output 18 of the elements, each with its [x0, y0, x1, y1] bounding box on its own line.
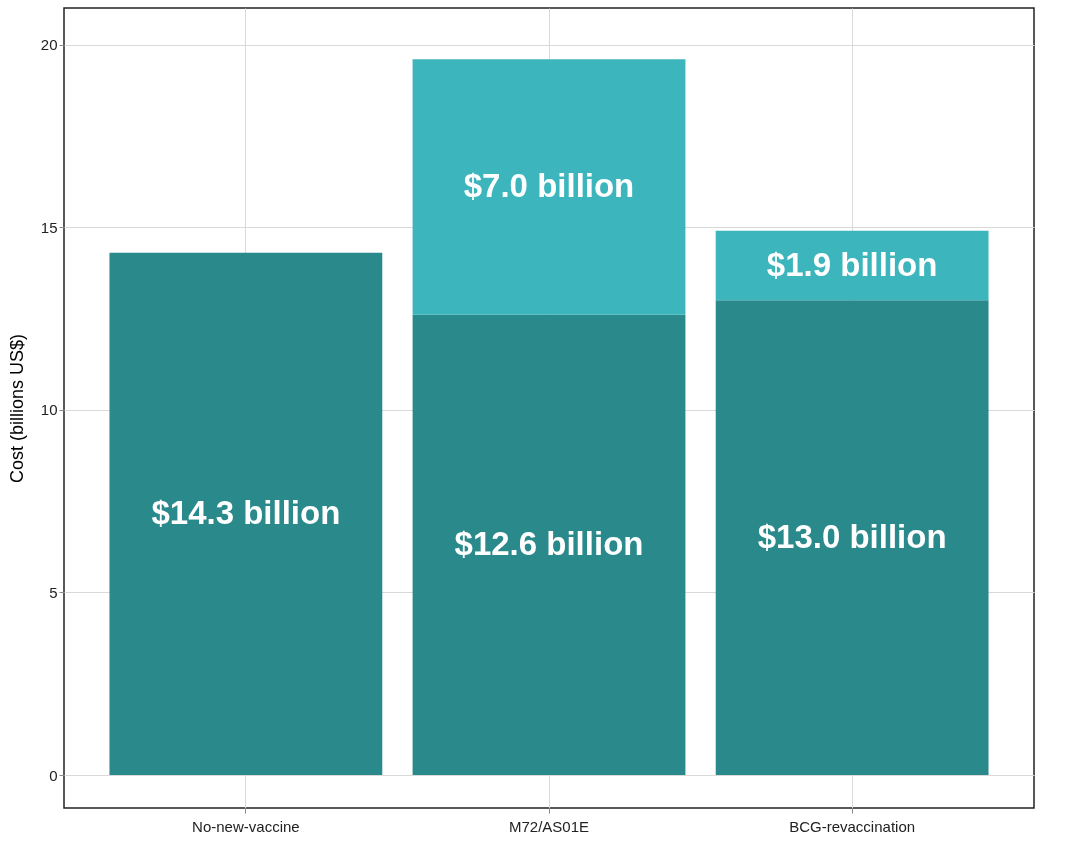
data-label: $1.9 billion	[766, 245, 938, 283]
bar	[715, 300, 989, 776]
x-tick-label: M72/AS01E	[508, 817, 590, 835]
y-tick-label: 10	[40, 401, 58, 419]
data-label: $12.6 billion	[454, 524, 644, 562]
y-axis-title: Cost (billions US$)	[6, 333, 27, 484]
data-label: $7.0 billion	[463, 167, 635, 204]
y-tick-label: 0	[49, 766, 58, 784]
x-tick-label: No-new-vaccine	[192, 817, 300, 835]
y-tick-label: 15	[40, 218, 58, 236]
x-tick-label: BCG-revaccination	[789, 817, 916, 835]
bar	[109, 252, 383, 776]
y-tick-label: 5	[49, 583, 58, 601]
data-label: $14.3 billion	[151, 493, 341, 531]
bar	[412, 314, 686, 776]
y-tick-label: 20	[40, 36, 58, 54]
bar	[412, 59, 686, 315]
data-label: $13.0 billion	[757, 517, 947, 555]
